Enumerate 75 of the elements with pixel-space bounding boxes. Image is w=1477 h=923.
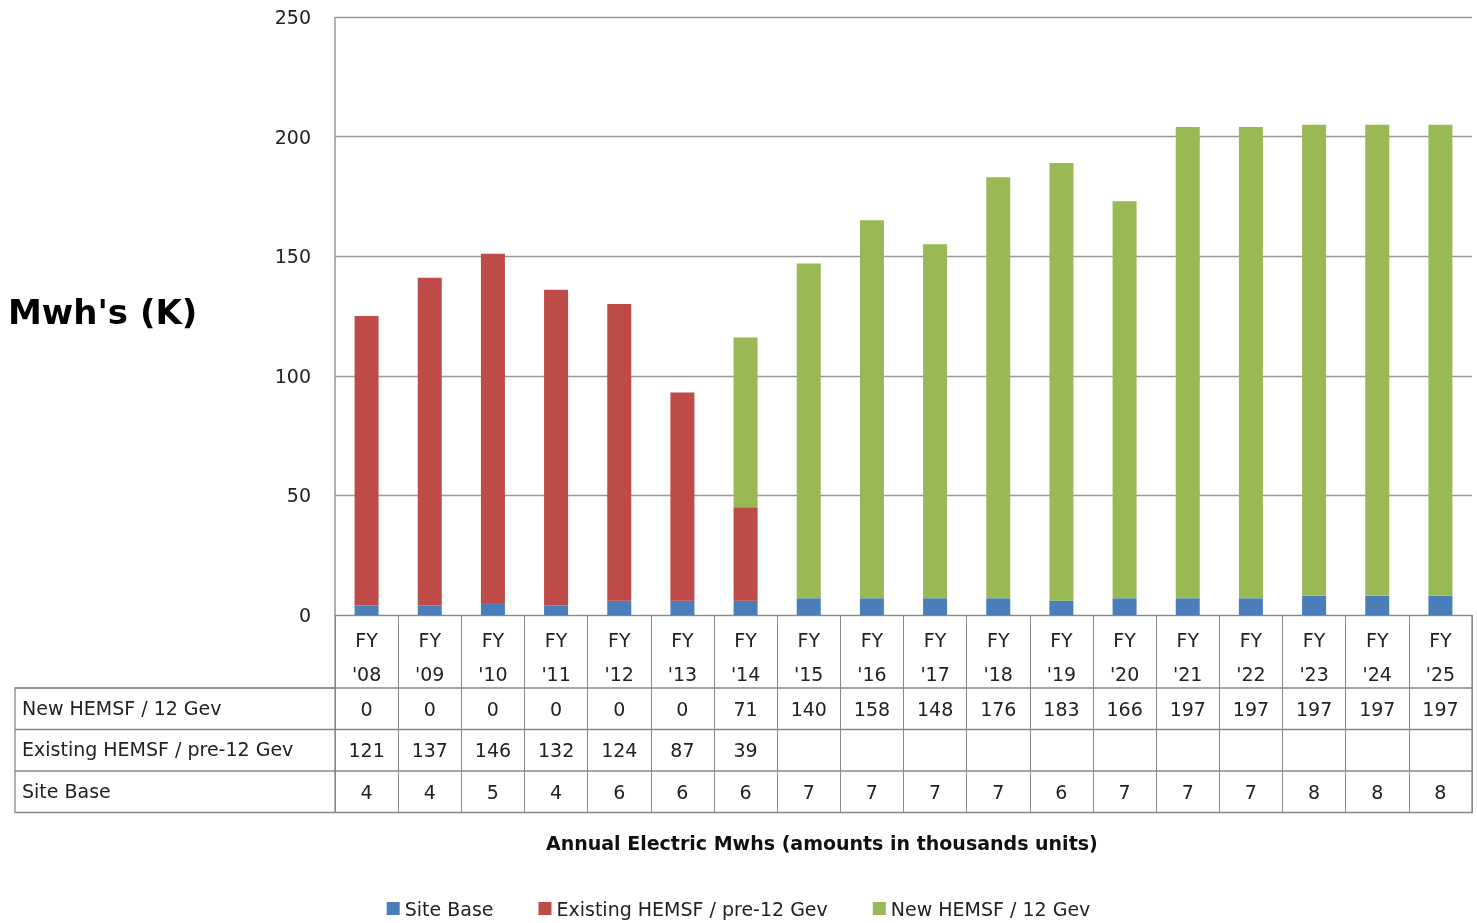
x-tick-label: FY '13 xyxy=(667,629,698,685)
x-tick-label: FY '09 xyxy=(415,629,445,685)
data-label: 124 xyxy=(601,739,638,762)
data-label: 4 xyxy=(550,780,563,803)
data-label: 197 xyxy=(1232,697,1270,720)
y-tick-label: 0 xyxy=(298,604,311,626)
data-label: 0 xyxy=(550,697,563,720)
data-label: 166 xyxy=(1106,697,1143,720)
data-label: 197 xyxy=(1295,697,1333,720)
data-label: 7 xyxy=(929,780,942,803)
data-label: 158 xyxy=(853,697,891,720)
x-tick-label: FY '16 xyxy=(857,629,887,685)
data-label: 7 xyxy=(1244,780,1257,803)
x-tick-label: FY '08 xyxy=(351,629,382,685)
x-tick-label: FY '23 xyxy=(1299,629,1329,685)
y-tick-label: 100 xyxy=(274,364,311,387)
data-label: 7 xyxy=(992,780,1005,803)
data-label: 5 xyxy=(486,780,499,803)
y-axis-title: Mwh's (K) xyxy=(8,292,198,332)
x-tick-label: FY '20 xyxy=(1109,629,1140,685)
data-label: 6 xyxy=(739,780,752,803)
data-label: 8 xyxy=(1308,780,1321,803)
data-label: 4 xyxy=(423,780,436,803)
data-label: 0 xyxy=(486,697,499,720)
data-label: 8 xyxy=(1434,780,1447,803)
data-label: 39 xyxy=(733,739,758,762)
data-label: 0 xyxy=(360,697,373,720)
text: Site Base xyxy=(22,779,111,802)
x-tick-label: FY '19 xyxy=(1046,629,1077,685)
data-label: 148 xyxy=(916,697,954,720)
x-tick-label: FY '15 xyxy=(794,629,824,685)
legend-label: New HEMSF / 12 Gev xyxy=(890,897,1091,920)
data-label: 197 xyxy=(1359,697,1396,720)
data-label: 0 xyxy=(423,697,436,720)
y-tick-label: 250 xyxy=(274,6,311,28)
text: New HEMSF / 12 Gev xyxy=(22,696,222,719)
x-tick-label: FY '17 xyxy=(920,629,950,685)
y-tick-label: 200 xyxy=(274,125,311,148)
x-tick-label: FY '25 xyxy=(1425,629,1456,685)
x-tick-label: FY '14 xyxy=(730,629,761,685)
x-tick-label: FY '24 xyxy=(1362,629,1392,685)
data-label: 146 xyxy=(474,739,512,762)
data-label: 7 xyxy=(802,780,815,803)
data-label: 6 xyxy=(1055,780,1068,803)
x-tick-label: FY '11 xyxy=(541,629,571,685)
data-label: 0 xyxy=(676,697,689,720)
data-label: 87 xyxy=(670,739,695,762)
y-tick-label: 50 xyxy=(286,484,311,507)
data-label: 197 xyxy=(1169,697,1206,720)
data-label: 8 xyxy=(1371,780,1384,803)
data-label: 121 xyxy=(348,739,385,762)
x-tick-label: FY '10 xyxy=(478,629,508,685)
x-tick-label: FY '21 xyxy=(1173,629,1203,685)
data-label: 7 xyxy=(1181,780,1194,803)
data-label: 6 xyxy=(676,780,689,803)
data-label: 183 xyxy=(1043,697,1080,720)
data-label: 132 xyxy=(537,739,575,762)
data-label: 6 xyxy=(613,780,626,803)
y-tick-label: 150 xyxy=(274,245,311,268)
data-label: 197 xyxy=(1422,697,1459,720)
data-label: 0 xyxy=(613,697,626,720)
text: Annual Electric Mwhs (amounts in thousands units) xyxy=(546,831,1098,854)
data-label: 7 xyxy=(1118,780,1131,803)
legend-label: Site Base xyxy=(404,897,494,920)
data-label: 71 xyxy=(733,697,758,720)
x-tick-label: FY '12 xyxy=(604,629,634,685)
x-tick-label: FY '22 xyxy=(1236,629,1266,685)
data-label: 140 xyxy=(790,697,827,720)
data-label: 7 xyxy=(865,780,878,803)
data-label: 137 xyxy=(411,739,448,762)
legend-label: Existing HEMSF / pre-12 Gev xyxy=(556,897,828,920)
x-tick-label: FY '18 xyxy=(983,629,1013,685)
data-label: 176 xyxy=(980,697,1017,720)
data-label: 4 xyxy=(360,780,373,803)
text: Existing HEMSF / pre-12 Gev xyxy=(22,738,294,760)
